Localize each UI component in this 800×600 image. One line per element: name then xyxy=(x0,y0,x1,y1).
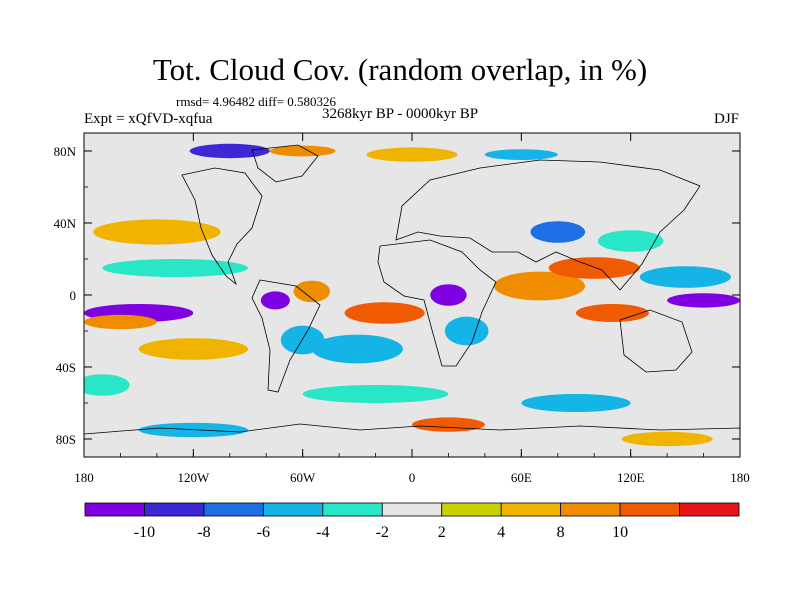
coast-eurasia xyxy=(395,159,701,291)
anomaly-patch-10 xyxy=(430,284,467,306)
plot-title: Tot. Cloud Cov. (random overlap, in %) xyxy=(152,52,648,87)
x-tick-label-6: 180 xyxy=(730,470,750,485)
y-tick-label-2: 0 xyxy=(70,288,77,303)
colorbar-bin-0 xyxy=(84,502,145,517)
colorbar-label-7: 8 xyxy=(557,524,565,541)
latitude-axis: 80N 40N 0 40S 80S xyxy=(54,144,740,447)
anomaly-patch-17 xyxy=(530,221,586,243)
y-tick-label-3: 40S xyxy=(56,360,76,375)
season-label: DJF xyxy=(713,111,739,127)
anomaly-patch-23 xyxy=(412,417,485,432)
anomaly-patch-16 xyxy=(639,266,731,288)
experiment-label: Expt = xQfVD-xqfua xyxy=(84,111,213,127)
y-tick-label-0: 80N xyxy=(54,144,77,159)
colorbar-label-0: -10 xyxy=(134,524,155,541)
colorbar-bin-6 xyxy=(441,502,502,517)
colorbar-bin-3 xyxy=(262,502,324,517)
anomaly-patch-22 xyxy=(484,149,558,161)
x-tick-label-4: 60E xyxy=(511,470,532,485)
anomaly-patch-20 xyxy=(269,145,336,157)
y-tick-label-1: 40N xyxy=(54,216,77,231)
anomaly-patch-25 xyxy=(621,431,713,447)
anomaly-patch-9 xyxy=(344,302,425,324)
colorbar-bin-8 xyxy=(560,502,621,517)
anomaly-patch-13 xyxy=(548,257,640,279)
anomaly-patch-8 xyxy=(311,334,403,364)
anomaly-patch-11 xyxy=(444,316,489,346)
anomaly-patch-15 xyxy=(667,293,740,308)
colorbar-bin-2 xyxy=(203,502,264,517)
x-tick-label-0: 180 xyxy=(74,470,94,485)
colorbar-label-6: 4 xyxy=(497,524,505,541)
x-tick-label-3: 0 xyxy=(409,470,416,485)
anomaly-patch-21 xyxy=(366,147,458,162)
x-tick-label-1: 120W xyxy=(177,470,210,485)
coast-north-america xyxy=(181,167,263,286)
colorbar: -10 -8 -6 -4 -2 2 4 8 10 xyxy=(84,502,740,541)
rmsd-diff-stats: rmsd= 4.96482 diff= 0.580326 xyxy=(176,94,336,109)
colorbar-label-8: 10 xyxy=(612,524,628,541)
continent-outlines xyxy=(84,144,740,457)
anomaly-patch-26 xyxy=(302,385,449,403)
anomaly-patch-2 xyxy=(84,314,157,330)
colorbar-label-4: -2 xyxy=(376,524,389,541)
colorbar-bin-9 xyxy=(619,502,680,517)
colorbar-bin-5 xyxy=(381,502,443,517)
colorbar-label-5: 2 xyxy=(438,524,446,541)
anomaly-patch-27 xyxy=(521,394,631,412)
colorbar-bin-1 xyxy=(144,502,205,517)
map-area xyxy=(83,132,741,458)
period-label: 3268kyr BP - 0000kyr BP xyxy=(322,106,479,122)
colorbar-label-1: -8 xyxy=(197,524,210,541)
coast-australia xyxy=(619,309,693,373)
coast-africa xyxy=(377,239,497,367)
anomaly-patch-6 xyxy=(293,280,330,303)
coast-south-america xyxy=(251,279,321,393)
map-background xyxy=(84,133,740,457)
anomaly-patch-14 xyxy=(576,304,649,322)
colorbar-bin-7 xyxy=(500,502,562,517)
anomaly-patch-4 xyxy=(102,259,248,277)
y-tick-label-4: 80S xyxy=(56,432,76,447)
anomaly-patch-5 xyxy=(260,291,290,310)
anomaly-contours xyxy=(84,143,740,447)
colorbar-label-2: -6 xyxy=(257,524,270,541)
anomaly-patch-3 xyxy=(138,338,248,360)
coast-greenland xyxy=(251,144,319,183)
anomaly-patch-18 xyxy=(597,230,664,252)
colorbar-label-3: -4 xyxy=(316,524,329,541)
colorbar-bin-4 xyxy=(322,502,383,517)
x-tick-label-2: 60W xyxy=(290,470,316,485)
anomaly-patch-28 xyxy=(84,374,130,396)
anomaly-patch-1 xyxy=(93,219,221,245)
longitude-axis: 180 120W 60W 0 60E 120E 180 xyxy=(74,133,750,485)
anomaly-patch-19 xyxy=(189,143,270,159)
anomaly-patch-12 xyxy=(494,271,586,301)
colorbar-bin-10 xyxy=(679,502,740,517)
coast-antarctica xyxy=(84,423,740,457)
x-tick-label-5: 120E xyxy=(617,470,645,485)
